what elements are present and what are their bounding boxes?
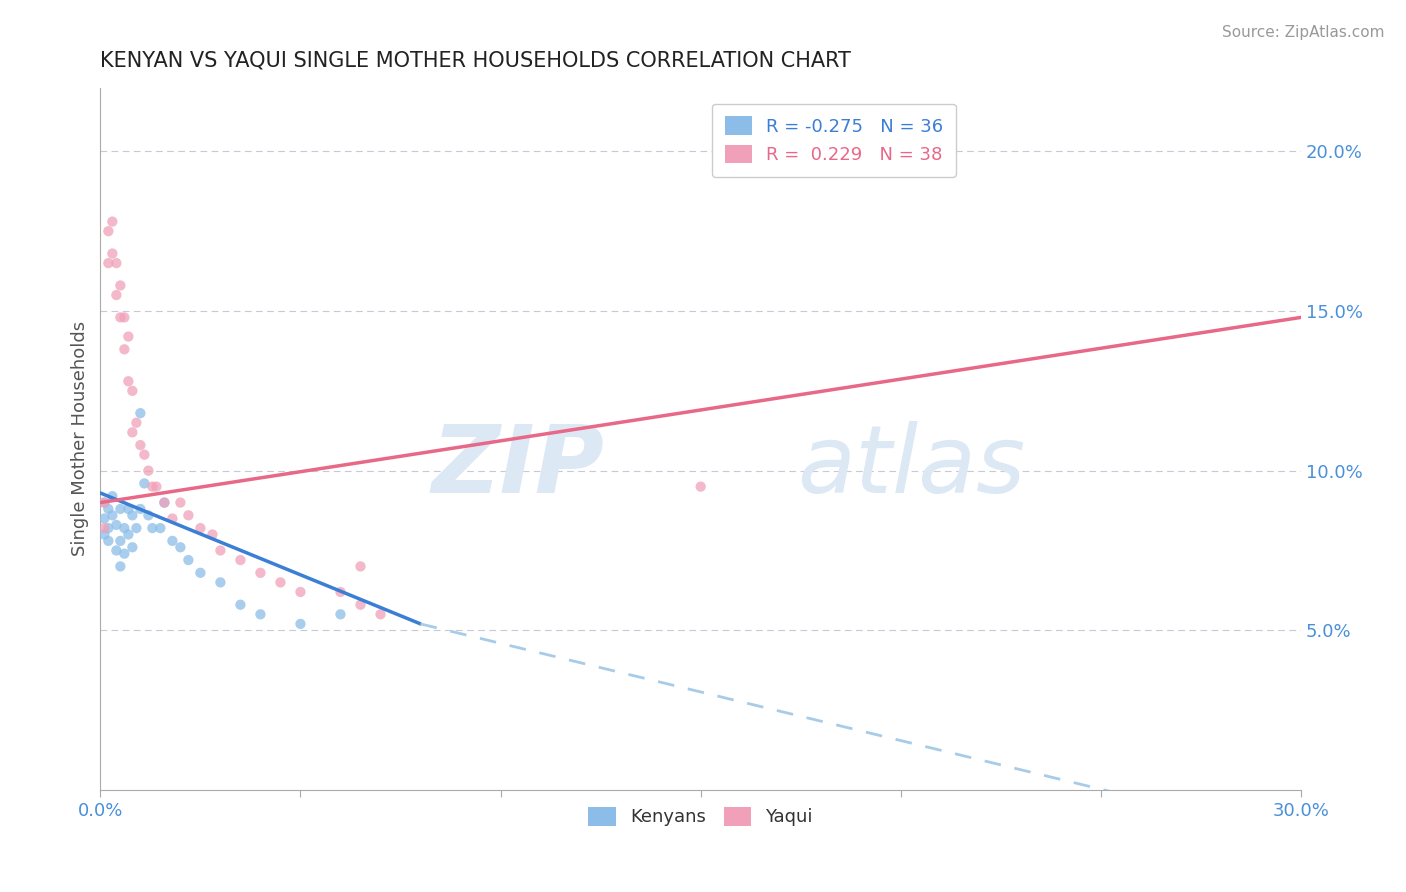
Point xyxy=(97,502,120,516)
Point xyxy=(112,343,135,357)
Point xyxy=(349,598,371,612)
Point xyxy=(93,521,115,535)
Point xyxy=(117,329,139,343)
Point xyxy=(134,448,156,462)
Point xyxy=(97,224,120,238)
Point xyxy=(229,598,252,612)
Point xyxy=(138,508,160,523)
Text: KENYAN VS YAQUI SINGLE MOTHER HOUSEHOLDS CORRELATION CHART: KENYAN VS YAQUI SINGLE MOTHER HOUSEHOLDS… xyxy=(100,51,851,70)
Point xyxy=(117,502,139,516)
Point xyxy=(97,521,120,535)
Point xyxy=(209,543,232,558)
Point xyxy=(110,533,132,548)
Point xyxy=(329,607,352,622)
Point xyxy=(141,480,163,494)
Point xyxy=(110,502,132,516)
Point xyxy=(93,527,115,541)
Point xyxy=(101,489,124,503)
Point xyxy=(101,246,124,260)
Text: ZIP: ZIP xyxy=(432,421,605,513)
Point xyxy=(249,607,271,622)
Point xyxy=(112,547,135,561)
Point xyxy=(169,495,191,509)
Point xyxy=(145,480,167,494)
Point xyxy=(249,566,271,580)
Point xyxy=(93,511,115,525)
Point xyxy=(101,508,124,523)
Point xyxy=(370,607,392,622)
Point xyxy=(229,553,252,567)
Point xyxy=(125,521,148,535)
Point xyxy=(129,502,152,516)
Point xyxy=(209,575,232,590)
Point xyxy=(177,553,200,567)
Point xyxy=(105,543,128,558)
Point xyxy=(290,585,312,599)
Point xyxy=(129,406,152,420)
Point xyxy=(105,256,128,270)
Point xyxy=(162,511,184,525)
Point xyxy=(112,521,135,535)
Point xyxy=(93,495,115,509)
Point xyxy=(117,374,139,388)
Point xyxy=(177,508,200,523)
Point xyxy=(117,527,139,541)
Point xyxy=(349,559,371,574)
Point xyxy=(153,495,176,509)
Point xyxy=(121,384,143,398)
Point xyxy=(162,533,184,548)
Point xyxy=(190,566,212,580)
Legend: Kenyans, Yaqui: Kenyans, Yaqui xyxy=(581,800,820,833)
Point xyxy=(105,288,128,302)
Point xyxy=(97,533,120,548)
Point xyxy=(129,438,152,452)
Point xyxy=(290,616,312,631)
Point xyxy=(169,541,191,555)
Text: Source: ZipAtlas.com: Source: ZipAtlas.com xyxy=(1222,25,1385,40)
Point xyxy=(121,541,143,555)
Point xyxy=(149,521,172,535)
Point xyxy=(97,256,120,270)
Point xyxy=(101,214,124,228)
Point xyxy=(112,310,135,325)
Point xyxy=(110,310,132,325)
Point xyxy=(201,527,224,541)
Point xyxy=(110,278,132,293)
Point xyxy=(141,521,163,535)
Point xyxy=(134,476,156,491)
Text: atlas: atlas xyxy=(797,421,1025,512)
Point xyxy=(105,517,128,532)
Point xyxy=(269,575,291,590)
Point xyxy=(125,416,148,430)
Point xyxy=(138,464,160,478)
Point xyxy=(93,495,115,509)
Point xyxy=(689,480,711,494)
Point xyxy=(110,559,132,574)
Point xyxy=(329,585,352,599)
Point xyxy=(121,508,143,523)
Y-axis label: Single Mother Households: Single Mother Households xyxy=(72,321,89,557)
Point xyxy=(121,425,143,440)
Point xyxy=(190,521,212,535)
Point xyxy=(153,495,176,509)
